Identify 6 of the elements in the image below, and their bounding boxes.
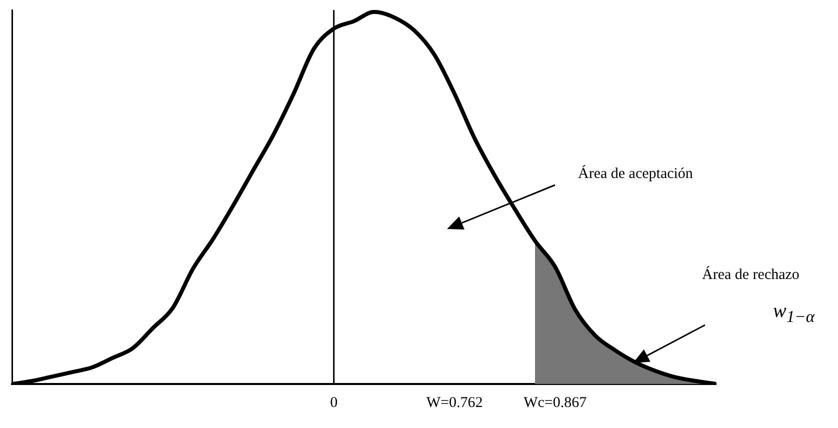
text: w$_{1−α}$ [773,300,815,326]
annotation: Área de aceptación [578,166,693,182]
x-tick-label: W=0.762 [426,394,483,411]
x-tick-label: 0 [330,394,338,411]
annotation: Área de rechazo [702,267,800,284]
x-tick-label: Wc=0.867 [524,394,588,411]
